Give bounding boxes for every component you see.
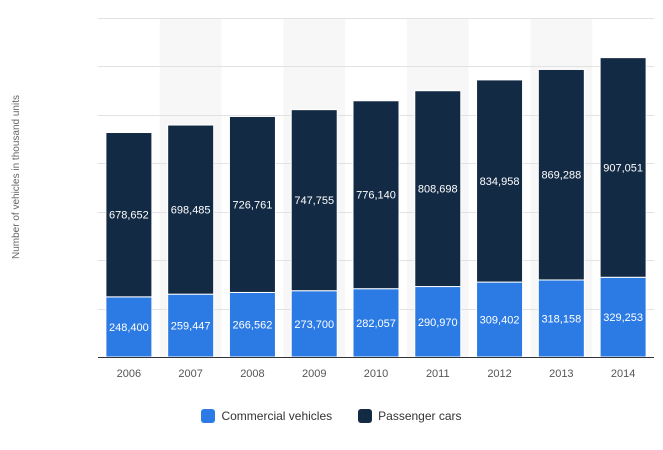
data-label: 698,485 <box>171 205 211 217</box>
bar-passenger-cars <box>352 100 400 290</box>
legend-swatch-commercial <box>201 409 216 423</box>
x-tick-label: 2009 <box>302 368 326 380</box>
data-label: 290,970 <box>418 317 458 329</box>
legend-item-commercial-vehicles[interactable]: Commercial vehicles <box>201 409 332 423</box>
x-tick-label: 2006 <box>117 368 141 380</box>
x-tick-label: 2012 <box>487 368 511 380</box>
bar-passenger-cars <box>290 109 338 292</box>
legend: Commercial vehicles Passenger cars <box>0 409 663 423</box>
legend-swatch-passenger <box>358 409 373 423</box>
data-label: 808,698 <box>418 184 458 196</box>
bar-commercial-vehicles <box>599 276 647 358</box>
data-label: 309,402 <box>480 315 520 327</box>
stacked-bar-chart: 248,400 678,652 2006 259,447 698,485 2007 266,… <box>98 18 654 380</box>
data-label: 259,447 <box>171 321 211 333</box>
data-label: 869,288 <box>541 170 581 182</box>
data-label: 329,253 <box>603 312 643 324</box>
data-label: 318,158 <box>541 313 581 325</box>
legend-item-passenger-cars[interactable]: Passenger cars <box>358 409 462 423</box>
data-label: 907,051 <box>603 162 643 174</box>
bar-passenger-cars <box>167 124 215 295</box>
data-label: 678,652 <box>109 210 149 222</box>
legend-label-passenger: Passenger cars <box>378 409 462 423</box>
bar-passenger-cars <box>537 68 585 281</box>
bar-passenger-cars <box>105 132 153 298</box>
x-tick-label: 2007 <box>178 368 202 380</box>
data-label: 726,761 <box>233 199 273 211</box>
bar-passenger-cars <box>476 79 524 283</box>
bar-commercial-vehicles <box>414 286 462 358</box>
x-tick-label: 2014 <box>611 368 635 380</box>
x-tick-label: 2011 <box>426 368 450 380</box>
x-tick-label: 2008 <box>240 368 264 380</box>
bar-commercial-vehicles <box>290 290 338 358</box>
data-label: 273,700 <box>294 319 334 331</box>
x-tick-label: 2010 <box>364 368 388 380</box>
bar-passenger-cars <box>228 115 276 293</box>
bar-commercial-vehicles <box>167 293 215 358</box>
bar-passenger-cars <box>599 57 647 278</box>
bar-commercial-vehicles <box>228 291 276 358</box>
data-label: 248,400 <box>109 322 149 334</box>
data-label: 834,958 <box>480 176 520 188</box>
data-label: 266,562 <box>233 320 273 332</box>
data-label: 747,755 <box>294 195 334 207</box>
data-label: 776,140 <box>356 190 396 202</box>
bar-passenger-cars <box>414 90 462 288</box>
bar-commercial-vehicles <box>476 281 524 358</box>
x-tick-label: 2013 <box>549 368 573 380</box>
data-label: 282,057 <box>356 318 396 330</box>
legend-label-commercial: Commercial vehicles <box>221 409 333 423</box>
